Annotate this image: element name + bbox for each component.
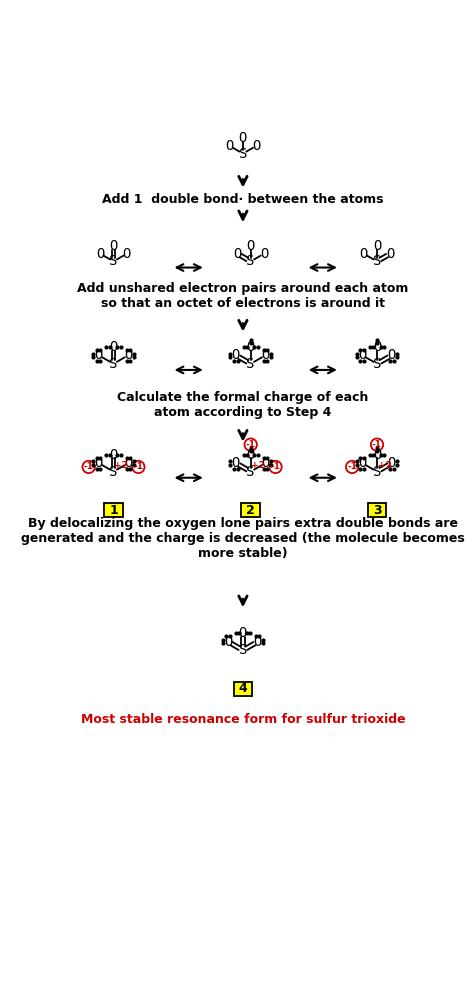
Text: Add unshared electron pairs around each atom
so that an octet of electrons is ar: Add unshared electron pairs around each … bbox=[77, 282, 409, 310]
Text: O: O bbox=[388, 348, 396, 363]
Text: O: O bbox=[224, 635, 232, 649]
Text: S: S bbox=[246, 357, 255, 371]
Text: S: S bbox=[239, 147, 247, 161]
Text: O: O bbox=[358, 348, 366, 363]
Text: O: O bbox=[359, 247, 368, 261]
Text: O: O bbox=[109, 239, 118, 253]
Text: O: O bbox=[386, 247, 395, 261]
Text: O: O bbox=[261, 348, 270, 363]
Text: O: O bbox=[233, 247, 241, 261]
Text: -1: -1 bbox=[133, 463, 143, 472]
Text: -1: -1 bbox=[347, 463, 357, 472]
Text: O: O bbox=[246, 340, 255, 354]
Text: Most stable resonance form for sulfur trioxide: Most stable resonance form for sulfur tr… bbox=[81, 713, 405, 726]
Text: S: S bbox=[246, 465, 255, 479]
Text: S: S bbox=[109, 255, 118, 269]
Text: O: O bbox=[246, 239, 255, 253]
Text: O: O bbox=[373, 448, 381, 462]
Text: O: O bbox=[373, 340, 381, 354]
Text: O: O bbox=[225, 139, 234, 153]
Text: O: O bbox=[260, 247, 268, 261]
Text: S: S bbox=[373, 357, 381, 371]
Text: O: O bbox=[109, 448, 118, 462]
Text: O: O bbox=[124, 456, 132, 470]
Text: 1: 1 bbox=[109, 503, 118, 516]
Text: O: O bbox=[109, 340, 118, 354]
Text: O: O bbox=[239, 626, 247, 640]
Text: S: S bbox=[246, 255, 255, 269]
Text: O: O bbox=[358, 456, 366, 470]
Text: 2: 2 bbox=[246, 503, 255, 516]
Text: O: O bbox=[246, 448, 255, 462]
FancyBboxPatch shape bbox=[104, 503, 123, 517]
Text: O: O bbox=[254, 635, 262, 649]
Text: O: O bbox=[94, 456, 103, 470]
Text: O: O bbox=[373, 239, 381, 253]
Text: O: O bbox=[232, 348, 240, 363]
Text: O: O bbox=[252, 139, 261, 153]
Text: Calculate the formal charge of each
atom according to Step 4: Calculate the formal charge of each atom… bbox=[117, 391, 369, 419]
Text: -1: -1 bbox=[246, 440, 255, 449]
Text: O: O bbox=[232, 456, 240, 470]
Text: -1: -1 bbox=[372, 440, 382, 449]
Text: -1: -1 bbox=[271, 463, 281, 472]
Text: S: S bbox=[373, 255, 381, 269]
Text: O: O bbox=[94, 348, 103, 363]
Text: O: O bbox=[261, 456, 270, 470]
Text: 4: 4 bbox=[238, 682, 247, 696]
FancyBboxPatch shape bbox=[368, 503, 386, 517]
Text: 3: 3 bbox=[373, 503, 381, 516]
FancyBboxPatch shape bbox=[234, 682, 252, 696]
Text: S: S bbox=[239, 643, 247, 657]
FancyBboxPatch shape bbox=[241, 503, 260, 517]
Text: +2: +2 bbox=[252, 461, 265, 470]
Text: O: O bbox=[239, 131, 247, 145]
Text: O: O bbox=[123, 247, 131, 261]
Text: O: O bbox=[388, 456, 396, 470]
Text: -1: -1 bbox=[83, 463, 94, 472]
Text: O: O bbox=[96, 247, 104, 261]
Text: +2: +2 bbox=[378, 461, 392, 470]
Text: S: S bbox=[109, 357, 118, 371]
Text: S: S bbox=[109, 465, 118, 479]
Text: By delocalizing the oxygen lone pairs extra double bonds are
generated and the c: By delocalizing the oxygen lone pairs ex… bbox=[21, 517, 465, 560]
Text: S: S bbox=[373, 465, 381, 479]
Text: O: O bbox=[124, 348, 132, 363]
Text: Add 1  double bond· between the atoms: Add 1 double bond· between the atoms bbox=[102, 193, 383, 206]
Text: +2: +2 bbox=[114, 461, 128, 470]
